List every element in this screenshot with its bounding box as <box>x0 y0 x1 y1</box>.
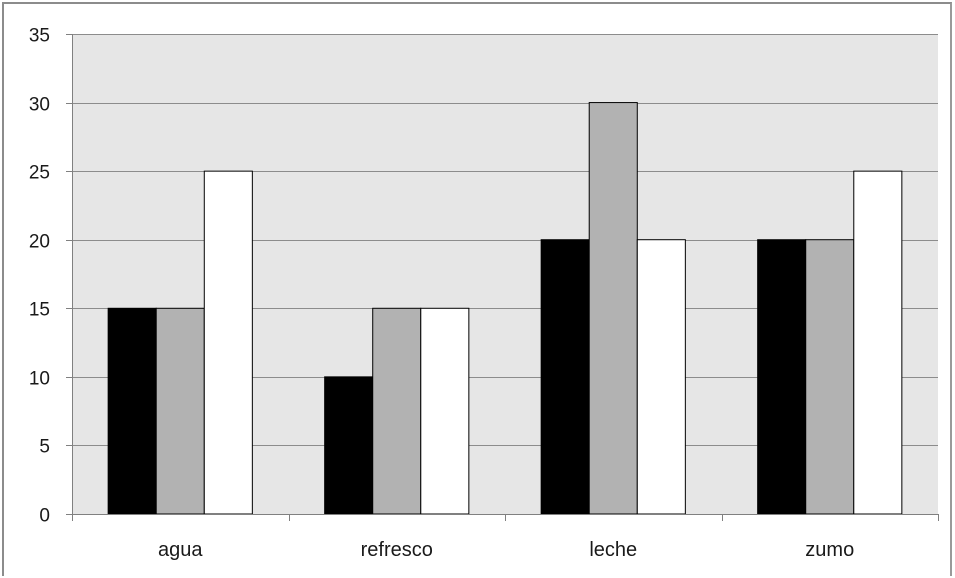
bar-zumo-series-3 <box>853 170 903 515</box>
y-tick-labels: 0 5 10 15 20 25 30 35 <box>29 26 50 527</box>
y-tick-label-20: 20 <box>29 232 50 253</box>
bar-agua-series-3 <box>203 170 253 515</box>
y-tick-label-0: 0 <box>39 506 50 527</box>
bars <box>107 102 903 515</box>
y-tick-label-15: 15 <box>29 300 50 321</box>
bar-agua-series-1 <box>107 307 157 515</box>
bar-agua-series-2 <box>155 307 205 515</box>
y-tick-label-30: 30 <box>29 95 50 116</box>
bar-refresco-series-3 <box>420 307 470 515</box>
y-tick-label-25: 25 <box>29 163 50 184</box>
axes <box>66 34 939 521</box>
x-category-label-refresco: refresco <box>361 539 433 561</box>
y-tick-label-35: 35 <box>29 26 50 47</box>
x-category-label-zumo: zumo <box>805 539 854 561</box>
bar-leche-series-2 <box>588 102 638 515</box>
bar-refresco-series-1 <box>324 376 374 515</box>
bar-zumo-series-1 <box>757 239 807 515</box>
bar-zumo-series-2 <box>805 239 855 515</box>
x-category-label-agua: agua <box>158 539 203 561</box>
bar-refresco-series-2 <box>372 307 422 515</box>
y-tick-label-5: 5 <box>39 437 50 458</box>
bar-leche-series-1 <box>540 239 590 515</box>
x-category-label-leche: leche <box>589 539 637 561</box>
bar-leche-series-3 <box>636 239 686 515</box>
y-tick-label-10: 10 <box>29 369 50 390</box>
x-category-labels: agua refresco leche zumo <box>158 539 854 561</box>
